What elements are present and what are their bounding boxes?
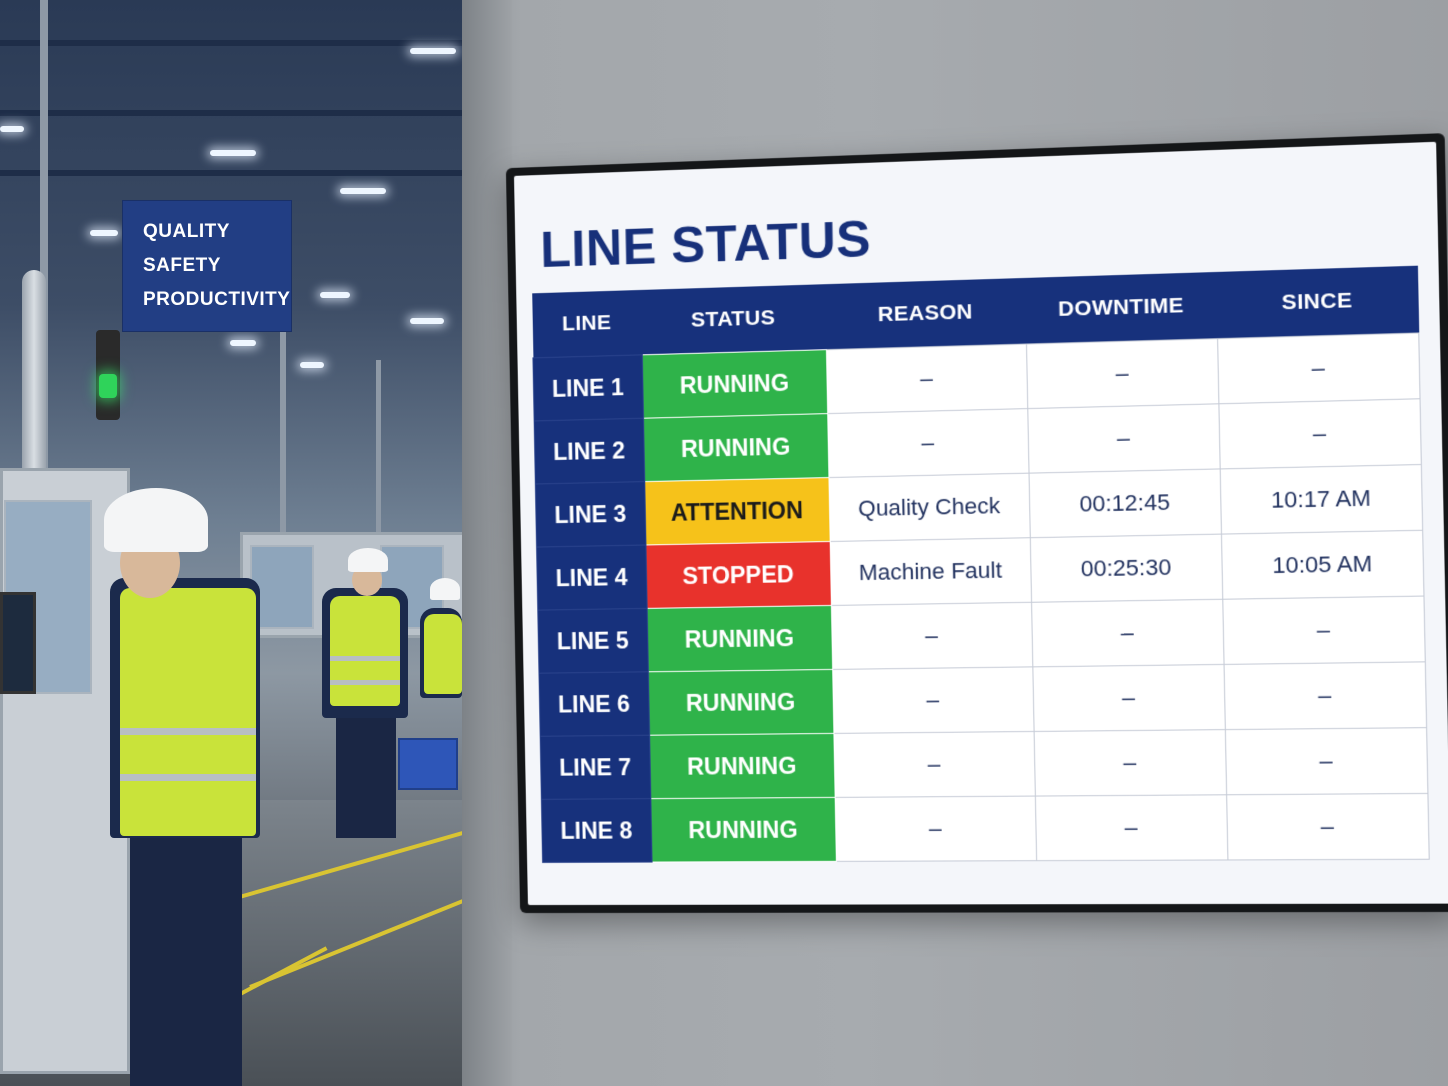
line-name-cell: LINE 7 — [540, 735, 650, 799]
status-badge: RUNNING — [650, 797, 836, 862]
ceiling-beam — [0, 110, 462, 116]
reason-cell: – — [827, 409, 1028, 478]
line-name-cell: LINE 5 — [538, 608, 648, 673]
table-row: LINE 5 RUNNING – – – — [538, 596, 1426, 673]
since-cell: 10:05 AM — [1221, 530, 1424, 599]
wall-corner — [462, 0, 512, 1086]
sign-line-productivity: PRODUCTIVITY — [143, 283, 291, 317]
column-header-since: SINCE — [1216, 266, 1419, 339]
column-header-line: LINE — [532, 290, 642, 358]
quality-safety-productivity-sign: QUALITY SAFETY PRODUCTIVITY — [122, 200, 292, 332]
column-header-reason: REASON — [825, 278, 1026, 350]
table-body: LINE 1 RUNNING – – – LINE 2 RUNNING – – – LINE 3 AT… — [533, 333, 1429, 862]
ceiling-light — [410, 318, 444, 324]
reason-cell: – — [834, 731, 1036, 797]
reason-cell: – — [832, 667, 1034, 734]
line-name-cell: LINE 8 — [541, 799, 651, 863]
ceiling-beam — [0, 170, 462, 176]
downtime-cell: – — [1035, 795, 1228, 861]
status-badge: STOPPED — [646, 542, 832, 609]
vertical-pipe — [22, 270, 46, 470]
since-cell: – — [1227, 793, 1430, 860]
downtime-cell: – — [1034, 730, 1227, 796]
ceiling-light — [320, 292, 350, 298]
downtime-cell: 00:25:30 — [1030, 534, 1223, 602]
line-name-cell: LINE 3 — [535, 482, 645, 547]
sign-line-quality: QUALITY — [143, 215, 291, 249]
status-badge: RUNNING — [647, 605, 833, 671]
status-badge: ATTENTION — [644, 478, 830, 545]
blue-parts-bin — [398, 738, 458, 790]
status-display-screen: LINE STATUS LINE STATUS REASON DOWNTIME … — [514, 142, 1448, 905]
machine-monitor — [0, 592, 36, 694]
ceiling-light — [230, 340, 256, 346]
green-stack-light-icon — [96, 330, 120, 420]
line-name-cell: LINE 2 — [534, 418, 644, 484]
ceiling-beam — [0, 40, 462, 46]
status-badge: RUNNING — [649, 733, 835, 798]
downtime-cell: – — [1028, 404, 1220, 473]
downtime-cell: 00:12:45 — [1029, 469, 1222, 538]
column-header-status: STATUS — [641, 284, 826, 355]
factory-background: QUALITY SAFETY PRODUCTIVITY — [0, 0, 462, 1086]
ceiling-light — [0, 126, 24, 132]
status-badge: RUNNING — [643, 414, 828, 482]
since-cell: – — [1217, 333, 1420, 404]
worker-foreground — [60, 488, 260, 1086]
line-name-cell: LINE 6 — [539, 672, 649, 736]
ceiling-light — [410, 48, 456, 54]
line-name-cell: LINE 1 — [533, 355, 643, 421]
since-cell: – — [1224, 662, 1427, 730]
status-badge: RUNNING — [642, 350, 827, 419]
column-header-downtime: DOWNTIME — [1025, 272, 1217, 344]
line-name-cell: LINE 4 — [537, 545, 647, 610]
reason-cell: Machine Fault — [830, 538, 1031, 606]
since-cell: – — [1223, 596, 1426, 664]
table-row: LINE 6 RUNNING – – – — [539, 662, 1427, 736]
ceiling-light — [210, 150, 256, 156]
reason-cell: – — [831, 602, 1033, 669]
status-display-monitor: LINE STATUS LINE STATUS REASON DOWNTIME … — [506, 133, 1448, 913]
since-cell: – — [1225, 728, 1428, 795]
line-status-table: LINE STATUS REASON DOWNTIME SINCE LINE 1… — [531, 266, 1430, 863]
downtime-cell: – — [1033, 664, 1226, 731]
board-title: LINE STATUS — [540, 210, 872, 280]
reason-cell: – — [826, 344, 1027, 414]
since-cell: 10:17 AM — [1220, 465, 1423, 535]
table-row: LINE 7 RUNNING – – – — [540, 728, 1428, 800]
ceiling-light — [340, 188, 386, 194]
downtime-cell: – — [1031, 599, 1224, 667]
sign-line-safety: SAFETY — [143, 249, 291, 283]
reason-cell: Quality Check — [829, 473, 1030, 541]
ceiling-light — [300, 362, 324, 368]
steel-column — [376, 360, 381, 560]
worker-background — [312, 548, 412, 848]
reason-cell: – — [835, 796, 1037, 861]
downtime-cell: – — [1026, 339, 1218, 409]
table-row: LINE 8 RUNNING – – – — [541, 793, 1429, 862]
steel-column — [280, 330, 286, 550]
worker-background — [420, 578, 462, 718]
status-badge: RUNNING — [648, 669, 834, 735]
ceiling-light — [90, 230, 118, 236]
since-cell: – — [1219, 399, 1422, 469]
